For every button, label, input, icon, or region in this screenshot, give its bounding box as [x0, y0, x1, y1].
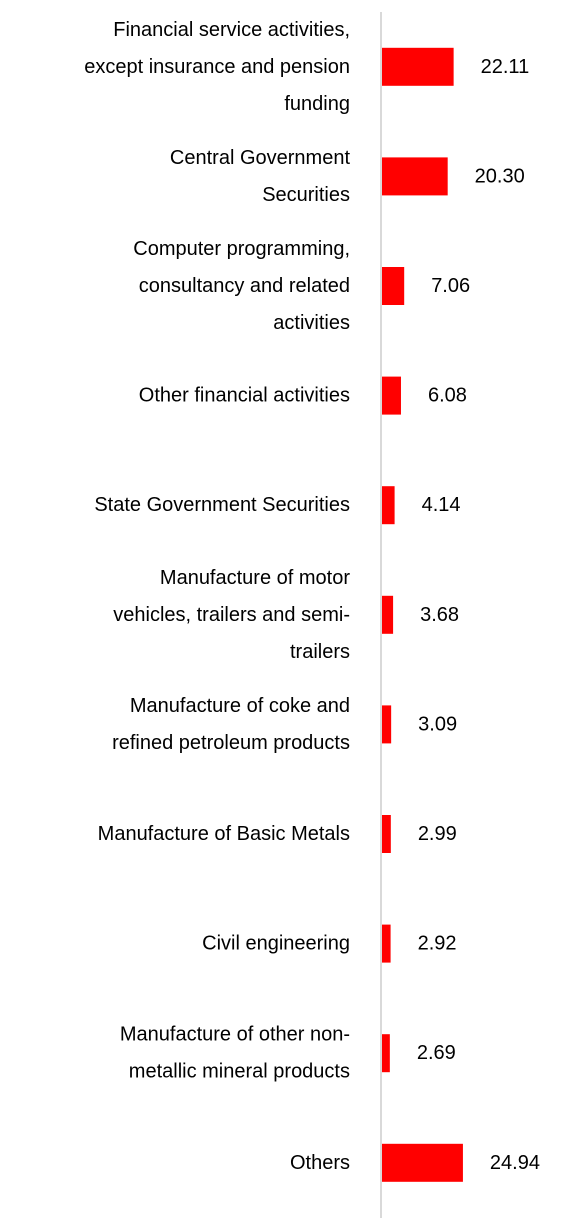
bar: [381, 1143, 463, 1182]
category-label: Others: [290, 1152, 350, 1174]
category-label-line: Other financial activities: [139, 385, 350, 407]
category-label: Civil engineering: [202, 933, 350, 955]
value-label: 2.99: [418, 823, 457, 845]
bars-layer: [381, 47, 463, 1182]
bar: [381, 705, 392, 744]
value-label: 2.69: [417, 1042, 456, 1064]
category-label-line: Financial service activities,: [113, 19, 350, 41]
bar: [381, 47, 454, 86]
value-label: 20.30: [475, 165, 525, 187]
category-label-line: Securities: [262, 184, 350, 206]
category-label: Central Government Securities: [170, 147, 351, 206]
category-label: Manufacture of coke and refined petroleum…: [112, 695, 350, 754]
category-label-line: except insurance and pension: [84, 56, 350, 78]
category-label-line: Manufacture of other non-: [120, 1024, 350, 1046]
category-label-line: State Government Securities: [94, 494, 350, 516]
bar: [381, 924, 391, 963]
labels-layer: 22.11 Financial service activities, except…: [84, 19, 540, 1174]
value-label: 4.14: [422, 494, 461, 516]
bar: [381, 815, 391, 853]
category-label: Manufacture of motor vehicles, trailers a…: [113, 567, 350, 663]
category-label-line: Manufacture of coke and: [130, 695, 350, 717]
category-label-line: funding: [284, 93, 350, 115]
value-label: 22.11: [481, 56, 530, 78]
category-label-line: metallic mineral products: [129, 1061, 350, 1083]
category-label: State Government Securities: [94, 494, 350, 516]
category-label: Manufacture of other non-metallic minera…: [120, 1024, 350, 1083]
bar: [381, 486, 395, 525]
value-label: 3.68: [420, 604, 459, 626]
category-label-line: Others: [290, 1152, 350, 1174]
category-label-line: vehicles, trailers and semi-: [113, 604, 350, 626]
category-label-line: Civil engineering: [202, 933, 350, 955]
category-label-line: Central Government: [170, 147, 351, 169]
bar: [381, 267, 405, 305]
category-label: Computer programming, consultancy and rel…: [133, 238, 350, 334]
category-label-line: activities: [273, 312, 350, 334]
bar: [381, 376, 401, 415]
value-label: 3.09: [418, 713, 457, 735]
category-label-line: Manufacture of Basic Metals: [98, 823, 350, 845]
value-label: 24.94: [490, 1152, 540, 1174]
bar: [381, 157, 448, 196]
bar: [381, 1034, 390, 1073]
category-label: Other financial activities: [139, 385, 350, 407]
value-label: 2.92: [418, 933, 457, 955]
category-label-line: refined petroleum products: [112, 732, 350, 754]
category-label-line: consultancy and related: [139, 275, 350, 297]
value-label: 6.08: [428, 385, 467, 407]
category-label-line: Manufacture of motor: [160, 567, 350, 589]
category-label: Manufacture of Basic Metals: [98, 823, 350, 845]
category-label: Financial service activities, except insu…: [84, 19, 350, 115]
value-label: 7.06: [431, 275, 470, 297]
category-label-line: Computer programming,: [133, 238, 350, 260]
bar: [381, 595, 394, 634]
category-label-line: trailers: [290, 641, 350, 663]
